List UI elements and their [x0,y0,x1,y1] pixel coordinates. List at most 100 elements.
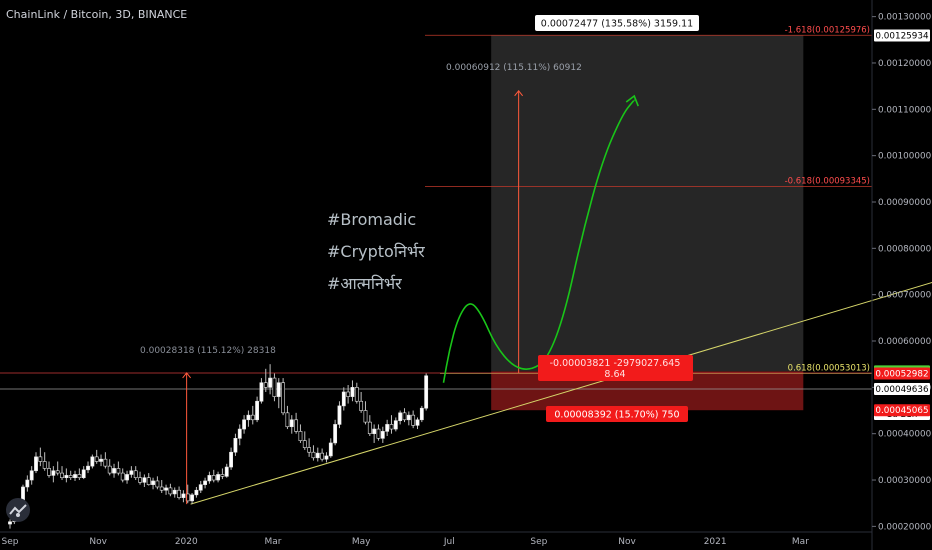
candle-body [294,419,299,432]
x-axis-tick-label: Mar [264,537,281,547]
stop-label-box [546,406,688,422]
candle-body [216,474,220,481]
candle-body [328,442,333,457]
price-label-text: 0.00045065 [875,406,928,416]
candle-body [146,477,151,485]
tradingview-logo-icon[interactable] [6,498,30,522]
candle-body [224,466,229,477]
candle-body [242,419,246,430]
candle-body [172,489,177,495]
center-label-box [538,355,693,381]
y-axis-tick-label: 0.00040000 [878,430,932,440]
candle-body [311,451,316,459]
candle-body [320,452,325,460]
price-label-text: 0.00049636 [875,385,929,395]
hashtag-text-block: #Bromadic #Cryptoनिर्भर #आत्मनिर्भर [327,204,425,300]
projected-path-arrowhead [625,94,639,107]
candle-body [51,470,56,476]
price-label-box [874,383,930,396]
candle-body [415,419,420,426]
ascending-trendline [190,282,932,505]
candle-body [133,470,138,479]
center-label-line-1: -0.00003821 -2979027.645 [550,358,681,369]
candle-body [315,452,320,459]
candle-body [8,521,12,525]
candle-body [406,414,411,421]
x-axis-tick-label: Jul [443,537,455,547]
candle-body [116,468,121,474]
candle-body [324,455,329,460]
candle-body [372,428,377,434]
candle-body [64,475,69,479]
candle-body [155,480,160,488]
candle-body [112,468,116,474]
candle-body [99,458,103,462]
candle-body [151,480,155,485]
fib-level-label: 0.618(0.00053013) [788,363,870,373]
measure-arrow-head [182,372,192,379]
candle-body [229,451,233,468]
candle-body [68,475,73,479]
x-axis-tick-label: May [352,537,371,547]
candle-body [359,400,364,411]
price-label-box [874,404,930,417]
projection-arrow-head [514,89,524,97]
candle-body [255,400,259,421]
candle-body [376,428,381,439]
candle-body [346,391,351,397]
candle-body [194,489,199,496]
y-axis-tick-label: 0.00130000 [878,13,932,23]
target-label: 0.00072477 (135.58%) 3159.11 [541,19,693,30]
target-zone [491,35,804,372]
candle-body [268,377,273,388]
candle-body [354,387,359,402]
candle-body [60,472,64,479]
candle-body [233,438,238,453]
candle-body [120,472,125,481]
candle-body [198,484,203,491]
candle-body [181,493,186,498]
center-label-line-2: 8.64 [604,369,625,380]
projected-path-curve [442,99,635,383]
candle-body [307,447,312,453]
y-axis-tick-label: 0.00110000 [878,105,932,115]
candle-body [272,377,277,397]
candle-body [103,458,108,467]
candle-body [90,456,95,467]
candle-body [94,456,99,462]
x-axis-tick-label: 2021 [704,537,727,547]
x-axis-tick-label: Mar [792,537,809,547]
candle-body [42,461,47,469]
price-label-box [874,367,930,380]
candle-body [86,465,90,471]
price-label-box [874,29,930,42]
candle-body [211,475,216,481]
candle-body [237,428,242,439]
candle-body [250,414,255,421]
candle-body [77,474,82,479]
candle-body [298,431,303,441]
candle-body [393,420,398,430]
y-axis-tick-label: 0.00090000 [878,198,932,208]
y-axis-tick-label: 0.00120000 [878,59,932,69]
hashtag-2: #Cryptoनिर्भर [327,242,425,261]
candle-body [380,431,385,439]
candle-body [34,456,38,472]
candle-body [363,410,368,423]
candle-body [402,412,407,421]
candle-body [424,375,429,409]
x-axis-tick-label: Nov [89,537,107,547]
candle-body [281,382,286,414]
candle-body [142,477,147,483]
candle-body [177,489,181,498]
candle-body [289,419,294,428]
candle-body [73,474,77,479]
candle-body [246,414,251,421]
hashtag-3: #आत्मनिर्भर [327,274,402,293]
candle-body [398,412,403,422]
x-axis-tick-label: Sep [530,537,547,547]
candle-body [385,424,390,432]
measure-label: 0.00028318 (115.12%) 28318 [140,346,276,356]
candle-body [159,486,164,491]
